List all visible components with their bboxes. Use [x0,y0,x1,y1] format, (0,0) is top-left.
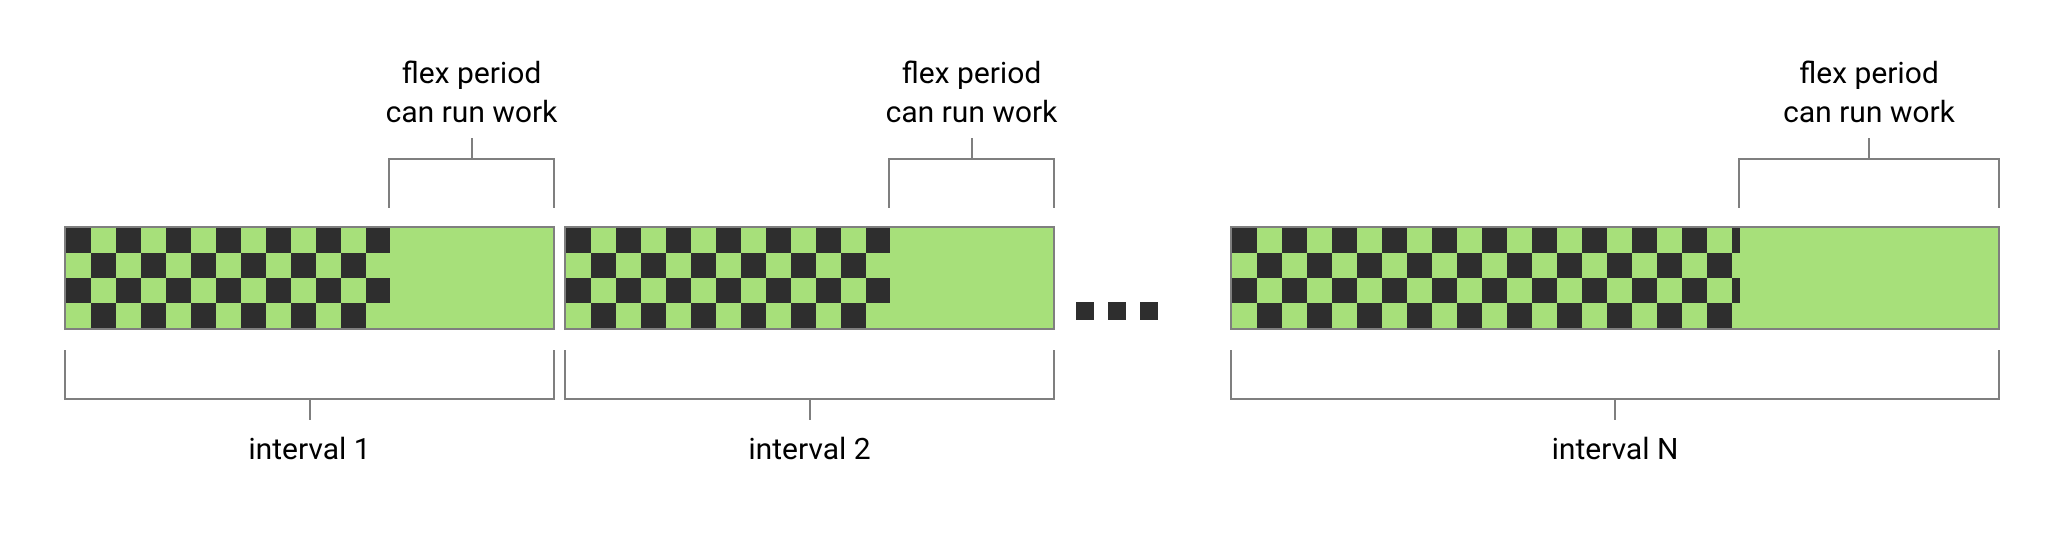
ellipsis-icon [1076,302,1158,320]
interval-label: interval N [1465,430,1765,469]
flex-period-bracket [388,158,555,208]
interval-label: interval 2 [660,430,960,469]
flex-period-label-line2: can run work [822,93,1122,132]
interval-label: interval 1 [160,430,460,469]
flex-period-label: flex periodcan run work [822,54,1122,132]
flex-period-label-line1: flex period [1719,54,2019,93]
interval-bar [64,226,555,330]
flex-period-label-line1: flex period [322,54,622,93]
ellipsis-dot [1108,302,1126,320]
interval-bracket [64,350,555,400]
checker-region [1232,228,1740,328]
interval-bracket [1230,350,2000,400]
flex-period-label-line2: can run work [1719,93,2019,132]
flex-period-label-line2: can run work [322,93,622,132]
flex-period-label: flex periodcan run work [322,54,622,132]
periodic-work-diagram: flex periodcan run workinterval 1flex pe… [0,0,2070,552]
interval-bar [564,226,1055,330]
interval-bar [1230,226,2000,330]
flex-period-label: flex periodcan run work [1719,54,2019,132]
interval-bracket [564,350,1055,400]
flex-period-bracket [1738,158,2000,208]
checker-region [566,228,890,328]
flex-period-bracket [888,158,1055,208]
ellipsis-dot [1140,302,1158,320]
ellipsis-dot [1076,302,1094,320]
flex-period-label-line1: flex period [822,54,1122,93]
checker-region [66,228,390,328]
